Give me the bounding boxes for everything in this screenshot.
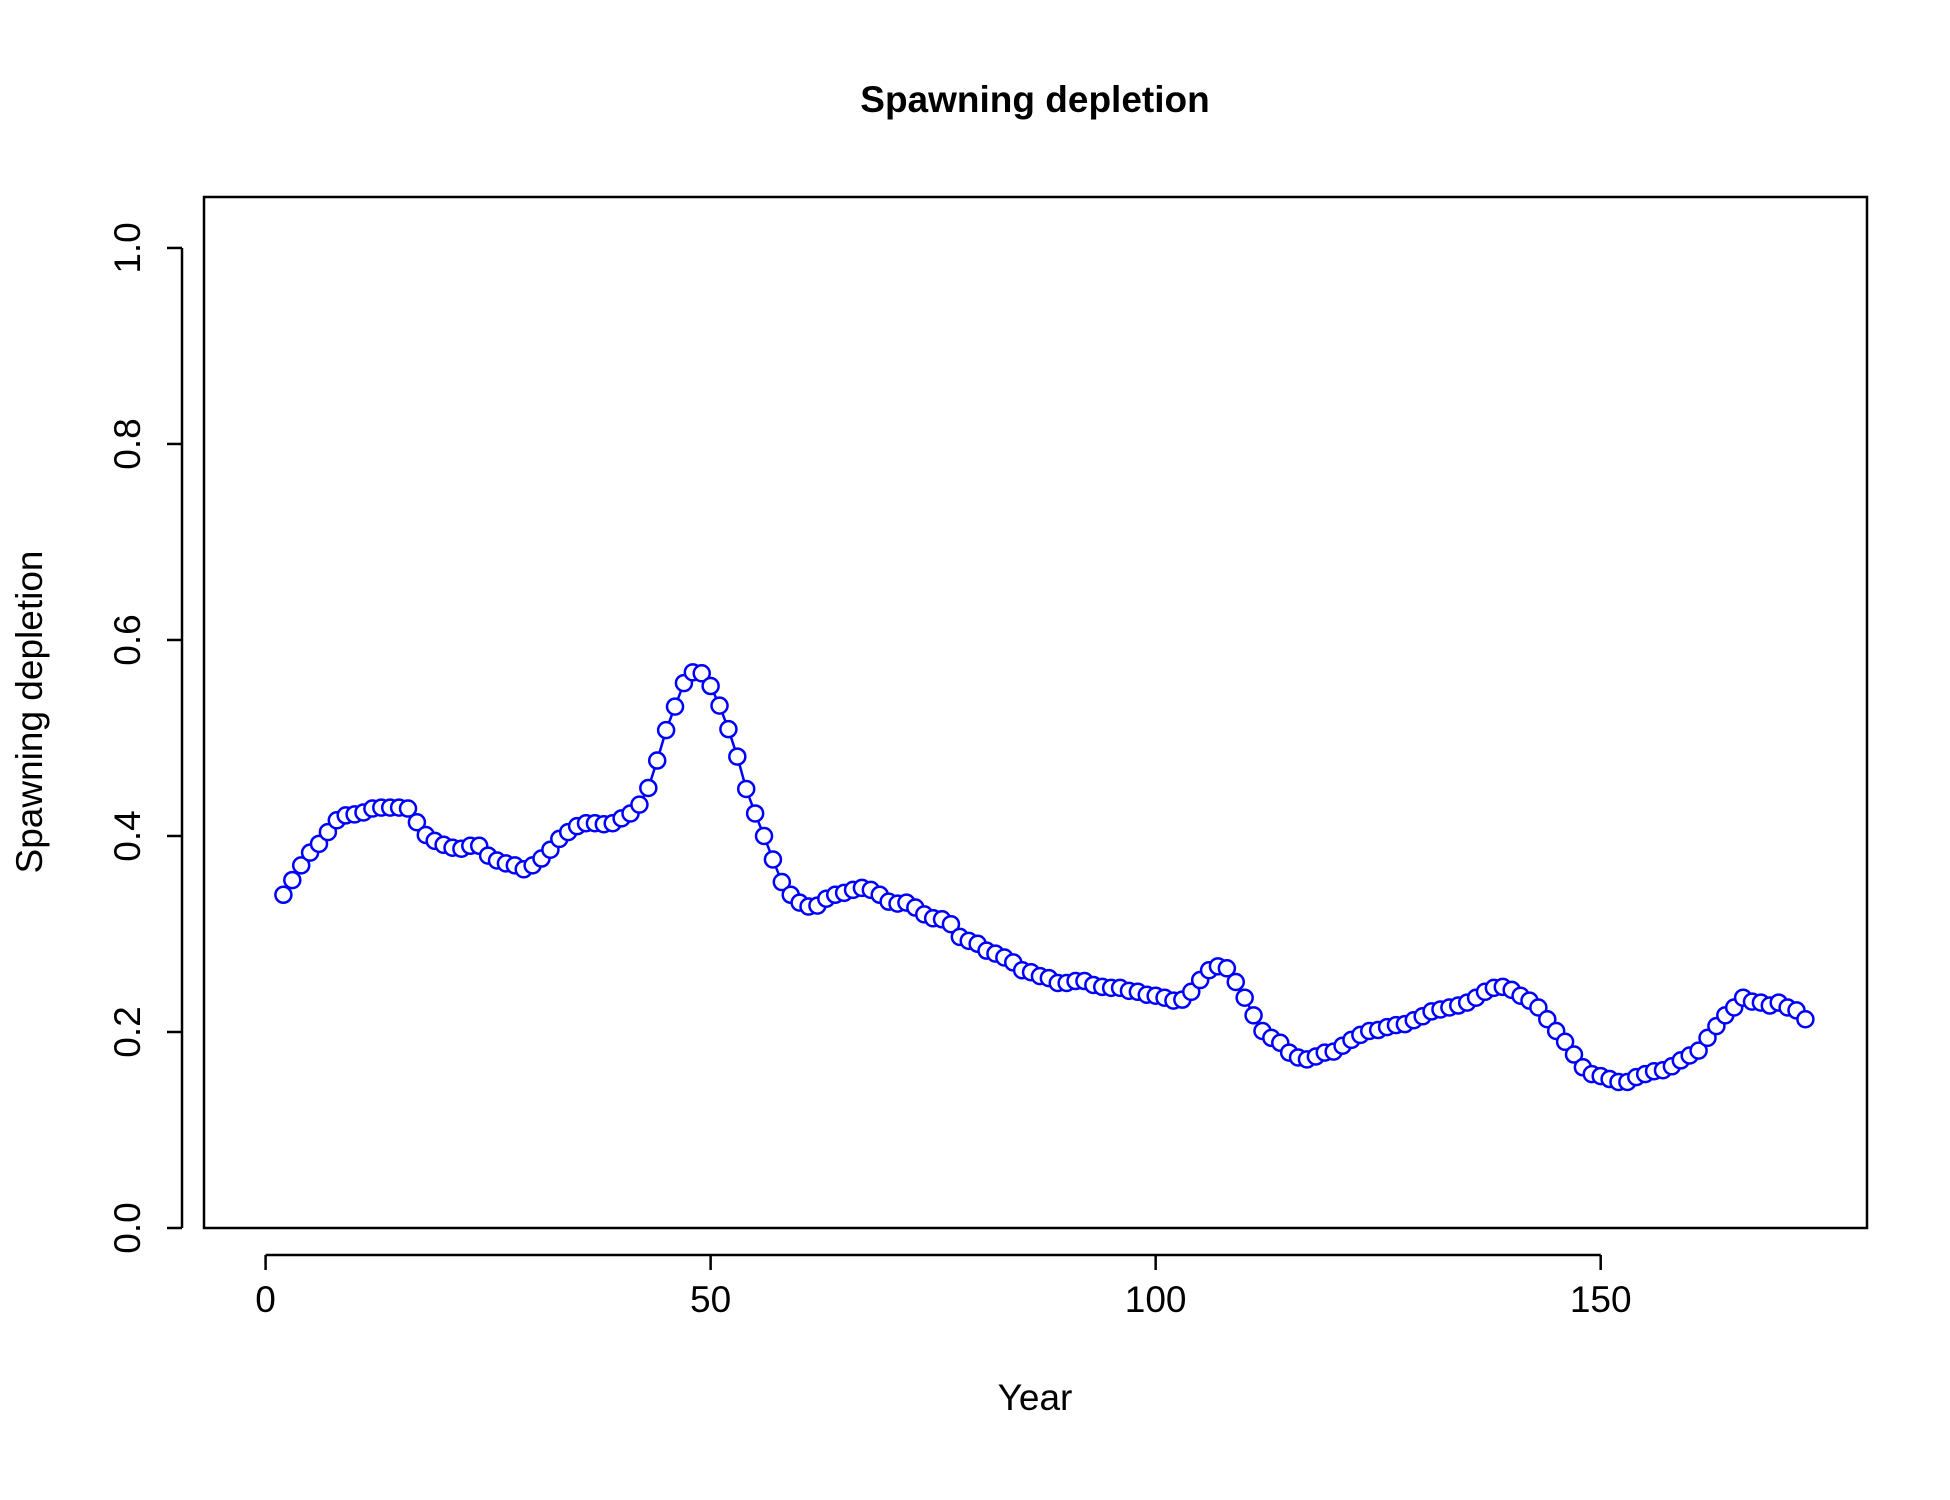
- point: [1555, 1032, 1575, 1052]
- point: [701, 676, 720, 696]
- point: [283, 870, 302, 890]
- point: [630, 795, 649, 814]
- point: [710, 696, 729, 715]
- point: [719, 719, 738, 739]
- point: [763, 850, 783, 869]
- point: [941, 914, 961, 934]
- y-tick-label: 0.4: [107, 810, 148, 861]
- plot-frame: [202, 195, 1869, 1230]
- point: [274, 885, 293, 905]
- point: [1796, 1010, 1815, 1029]
- point: [692, 664, 711, 683]
- point: [407, 813, 427, 832]
- point: [1226, 972, 1246, 992]
- y-axis-label: Spawning depletion: [9, 551, 50, 874]
- point: [1235, 988, 1254, 1007]
- series-line: [282, 671, 1807, 1084]
- y-tick-label: 0.6: [107, 614, 148, 665]
- x-tick-label: 150: [1570, 1279, 1632, 1320]
- point: [745, 804, 765, 823]
- x-tick-label: 0: [255, 1279, 276, 1320]
- y-tick-label: 0.8: [107, 418, 148, 469]
- point: [291, 856, 311, 875]
- point: [736, 779, 756, 799]
- point: [754, 826, 774, 846]
- point: [656, 720, 676, 740]
- point: [647, 751, 667, 770]
- point: [398, 799, 418, 818]
- x-tick-label: 50: [690, 1279, 731, 1320]
- point: [1689, 1041, 1708, 1060]
- y-tick-label: 0.0: [107, 1202, 148, 1253]
- point: [728, 747, 747, 766]
- chart-title: Spawning depletion: [860, 79, 1209, 120]
- point: [1564, 1045, 1584, 1064]
- point: [1217, 959, 1237, 978]
- point: [772, 872, 792, 892]
- x-tick-label: 100: [1125, 1279, 1187, 1320]
- y-tick-label: 0.2: [107, 1006, 148, 1057]
- point: [1244, 1006, 1263, 1025]
- x-axis-label: Year: [998, 1377, 1073, 1418]
- y-tick-label: 1.0: [107, 222, 148, 273]
- point: [665, 697, 685, 716]
- point: [639, 778, 658, 798]
